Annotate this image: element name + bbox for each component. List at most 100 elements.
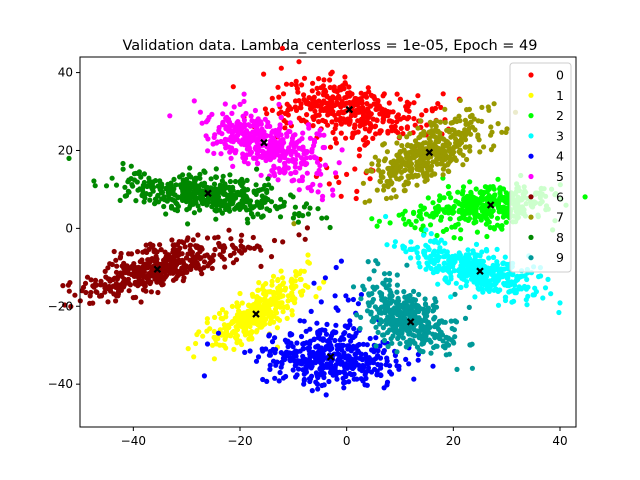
data-point: [242, 139, 248, 145]
data-point: [175, 247, 181, 253]
data-point: [358, 292, 364, 298]
data-point: [161, 257, 167, 263]
data-point: [240, 152, 246, 158]
data-point: [144, 275, 150, 281]
data-point: [147, 259, 154, 265]
data-point: [441, 260, 448, 266]
data-point: [210, 257, 216, 264]
data-point: [304, 225, 310, 231]
data-point: [273, 362, 279, 368]
data-point: [402, 187, 408, 194]
chart-title: Validation data. Lambda_centerloss = 1e-…: [122, 38, 537, 54]
data-point: [451, 340, 457, 346]
data-point: [442, 119, 448, 125]
data-point: [118, 250, 124, 257]
data-point: [427, 222, 434, 228]
data-point: [455, 221, 461, 227]
data-point: [294, 152, 300, 158]
data-point: [280, 137, 286, 143]
data-point: [241, 159, 247, 165]
data-point: [192, 175, 199, 181]
data-point: [455, 189, 461, 195]
data-point: [278, 350, 284, 356]
data-point: [276, 94, 282, 100]
data-point: [477, 190, 483, 196]
data-point: [432, 314, 438, 320]
data-point: [141, 199, 147, 205]
data-point: [274, 325, 280, 331]
data-point: [451, 209, 457, 215]
data-point: [385, 343, 391, 350]
data-point: [451, 149, 457, 155]
data-point: [462, 137, 469, 143]
data-point: [227, 172, 233, 178]
data-point: [275, 276, 281, 283]
data-point: [334, 343, 340, 349]
data-point: [407, 337, 413, 343]
data-point: [398, 325, 405, 331]
data-point: [392, 124, 398, 130]
data-point: [418, 155, 424, 161]
data-point: [373, 343, 379, 349]
x-tick-label: 40: [552, 434, 567, 448]
data-point: [315, 189, 321, 195]
y-tick-label: −40: [48, 377, 73, 391]
data-point: [420, 223, 426, 229]
data-point: [333, 322, 339, 328]
data-point: [272, 138, 278, 144]
data-point: [448, 146, 454, 152]
data-point: [371, 349, 377, 355]
data-point: [381, 348, 387, 354]
data-point: [328, 362, 334, 369]
data-point: [449, 263, 455, 269]
data-point: [255, 287, 261, 293]
data-point: [393, 358, 399, 364]
data-point: [163, 185, 169, 192]
data-point: [260, 376, 266, 383]
data-point: [243, 193, 249, 199]
data-point: [202, 199, 208, 205]
data-point: [333, 116, 339, 123]
data-point: [473, 241, 480, 247]
data-point: [276, 378, 282, 384]
data-point: [446, 269, 453, 275]
center-marker-7: [425, 148, 434, 157]
data-point: [242, 204, 248, 210]
data-point: [425, 155, 431, 161]
data-point: [200, 333, 206, 339]
data-point: [525, 293, 531, 299]
data-point: [256, 280, 262, 286]
data-point: [383, 213, 389, 220]
data-point: [377, 111, 383, 117]
data-point: [430, 142, 436, 148]
data-point: [431, 238, 437, 245]
data-point: [240, 324, 246, 330]
data-point: [263, 157, 269, 164]
data-point: [306, 356, 312, 362]
data-point: [187, 191, 193, 197]
data-point: [349, 334, 355, 340]
y-tick-label: −20: [48, 299, 73, 313]
data-point: [507, 282, 513, 288]
data-point: [387, 292, 393, 298]
data-point: [479, 277, 485, 283]
data-point: [433, 128, 439, 134]
data-point: [491, 287, 497, 293]
data-point: [321, 365, 327, 371]
series-7-points: [291, 97, 519, 227]
data-point: [277, 157, 283, 163]
data-point: [119, 273, 125, 279]
data-point: [440, 267, 446, 273]
data-point: [380, 325, 386, 331]
data-point: [267, 207, 273, 214]
data-point: [390, 315, 396, 321]
data-point: [370, 315, 377, 321]
data-point: [404, 327, 410, 334]
data-point: [140, 271, 146, 277]
data-point: [231, 135, 237, 141]
data-point: [372, 304, 378, 310]
data-point: [433, 299, 439, 305]
data-point: [113, 284, 119, 290]
data-point: [222, 101, 228, 107]
data-point: [391, 187, 397, 193]
